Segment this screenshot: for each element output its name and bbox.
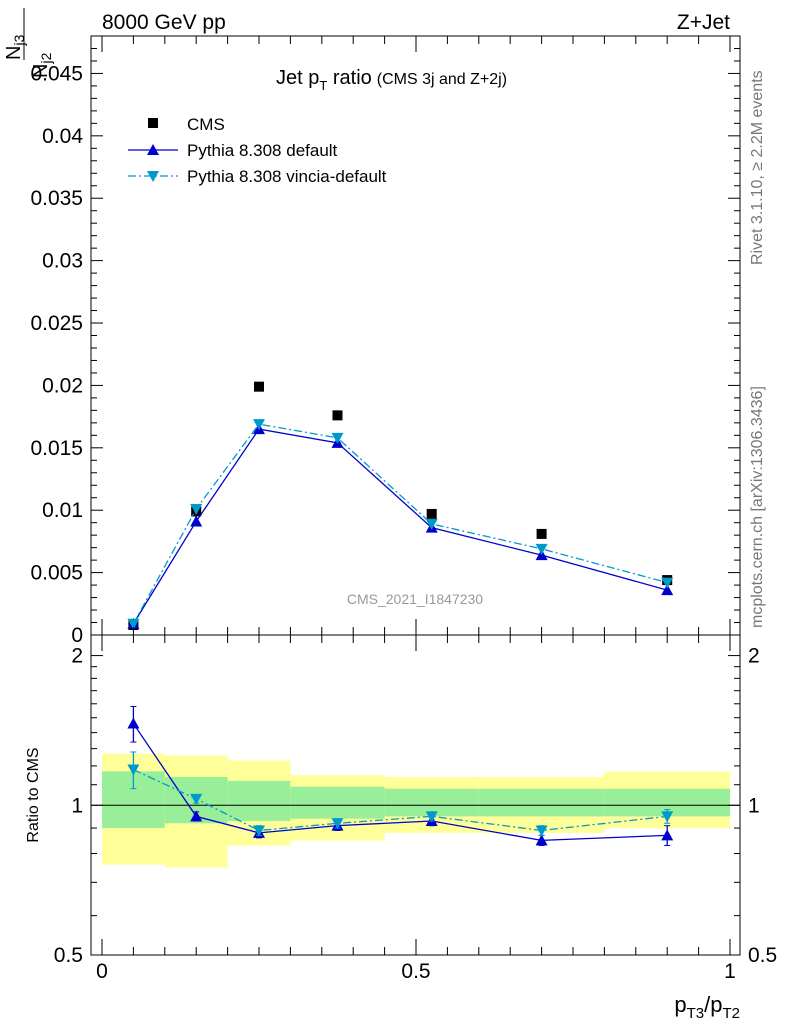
main-plot: 0 0.005 0.01 0.015 0.02 0.025 0.03 0.035 0.04 0.0… — [3, 8, 741, 647]
main-ylabel-numerator: Nj3 — [3, 34, 27, 60]
ratio-point-1 — [661, 811, 674, 823]
ratio-xlabel: pT3/pT2 — [674, 992, 740, 1022]
main-ytick-label: 0.03 — [42, 250, 83, 273]
ratio-ytick-label-right: 0.5 — [748, 944, 777, 967]
legend-label-default: Pythia 8.308 default — [187, 141, 338, 160]
ratio-point-1 — [535, 825, 548, 837]
ratio-point-1 — [425, 811, 438, 823]
main-point-2 — [190, 503, 203, 515]
mcplots-label: mcplots.cern.ch [arXiv:1306.3436] — [749, 386, 766, 628]
header-left: 8000 GeV pp — [102, 11, 226, 34]
main-ytick-label: 0.02 — [42, 374, 83, 397]
ratio-band-green — [227, 780, 291, 821]
rivet-label: Rivet 3.1.10, ≥ 2.2M events — [749, 70, 766, 265]
main-point-2 — [425, 518, 438, 530]
main-point-0 — [254, 381, 264, 392]
main-point-2 — [535, 543, 548, 555]
ratio-point-0 — [661, 829, 674, 841]
legend-label-cms: CMS — [187, 115, 225, 134]
main-title: Jet pT ratio (CMS 3j and Z+2j) — [276, 67, 507, 93]
ratio-band-green — [290, 786, 385, 819]
ratio-band-green — [478, 788, 605, 817]
main-point-0 — [332, 410, 343, 421]
ratio-ytick-label: 1 — [71, 794, 83, 817]
legend-label-vincia: Pythia 8.308 vincia-default — [187, 167, 387, 186]
main-point-2 — [253, 419, 265, 431]
main-point-0 — [536, 528, 547, 539]
main-ylabel-denominator: Nj2 — [30, 52, 54, 78]
ratio-data-layer — [127, 705, 674, 847]
ratio-point-0 — [127, 717, 140, 729]
ratio-point-0 — [190, 810, 203, 822]
ratio-point-1 — [127, 764, 140, 776]
header-right: Z+Jet — [677, 11, 730, 34]
main-axes: 0 0.005 0.01 0.015 0.02 0.025 0.03 0.035 0.04 0.0… — [30, 35, 740, 647]
ratio-point-1 — [331, 818, 344, 830]
main-ytick-label: 0.035 — [30, 187, 83, 210]
ratio-point-1 — [253, 825, 265, 837]
main-ytick-label: 0.04 — [42, 125, 83, 148]
ratio-axes: 0.5 0.5 1 1 2 2 0 0.5 1 — [54, 635, 777, 983]
legend: CMS Pythia 8.308 default Pythia 8.308 vi… — [128, 115, 387, 186]
ratio-ytick-label: 2 — [71, 645, 83, 668]
analysis-watermark: CMS_2021_I1847230 — [347, 591, 483, 607]
ratio-ytick-label: 0.5 — [54, 944, 83, 967]
main-data-layer — [127, 381, 674, 631]
main-ytick-label: 0 — [71, 624, 83, 647]
main-point-1 — [190, 515, 203, 527]
main-ytick-label: 0.045 — [30, 62, 83, 85]
ratio-point-1 — [190, 793, 203, 805]
legend-marker-cms — [148, 118, 158, 128]
legend-marker-default — [147, 144, 159, 155]
main-point-2 — [127, 618, 140, 630]
ratio-ylabel: Ratio to CMS — [25, 747, 42, 842]
main-point-0 — [426, 508, 437, 519]
main-point-2 — [661, 577, 674, 589]
ratio-ytick-label-right: 2 — [748, 645, 760, 668]
main-point-2 — [331, 432, 344, 444]
ratio-plot: 0.5 0.5 1 1 2 2 0 0.5 1 Ratio to CMS pT3/pT2 — [25, 634, 777, 1022]
ratio-point-0 — [535, 834, 548, 846]
legend-marker-vincia — [147, 171, 159, 182]
main-point-1 — [661, 584, 674, 596]
ratio-xtick-label: 0.5 — [401, 960, 430, 983]
ratio-ytick-label-right: 1 — [748, 794, 760, 817]
main-ytick-label: 0.025 — [30, 312, 83, 335]
main-ytick-label: 0.005 — [30, 562, 83, 585]
ratio-xtick-label: 0 — [96, 960, 108, 983]
ratio-xtick-label: 1 — [724, 960, 736, 983]
main-ytick-label: 0.01 — [42, 499, 83, 522]
main-ytick-label: 0.015 — [30, 437, 83, 460]
